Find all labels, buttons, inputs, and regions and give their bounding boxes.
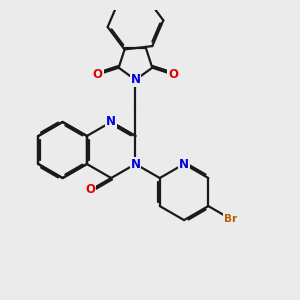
Text: O: O [85,184,95,196]
Text: N: N [106,116,116,128]
Text: N: N [130,158,140,170]
Text: O: O [168,68,178,81]
Text: N: N [130,74,140,86]
Text: O: O [93,68,103,81]
Text: Br: Br [224,214,237,224]
Text: N: N [179,158,189,170]
